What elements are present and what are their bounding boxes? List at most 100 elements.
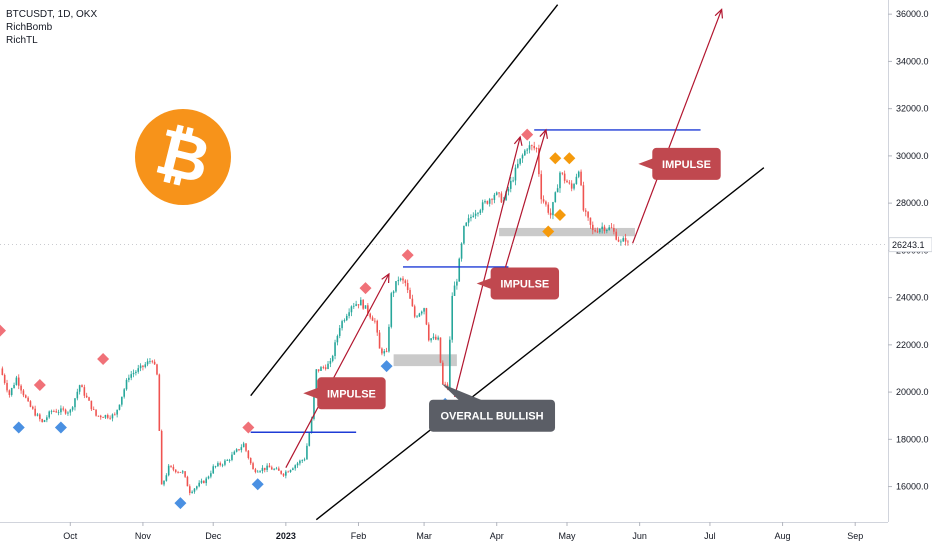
candle-body <box>123 389 125 397</box>
candle-body <box>268 465 271 468</box>
candle-body <box>256 471 259 473</box>
top-signal-marker <box>401 249 414 262</box>
y-tick-label: 36000.0 <box>896 9 929 19</box>
candle-body <box>474 213 477 216</box>
candle-body <box>231 454 233 460</box>
indicator-richbomb-label[interactable]: RichBomb <box>6 22 53 33</box>
candle-body <box>179 472 182 473</box>
candle-body <box>156 364 158 375</box>
candle-body <box>224 460 226 465</box>
candle-body <box>196 486 198 489</box>
candle-body <box>418 313 421 317</box>
candle-body <box>320 367 322 371</box>
x-tick-label: Apr <box>490 531 504 541</box>
impulse-arrow <box>285 273 390 468</box>
candle-body <box>416 316 418 318</box>
candle-body <box>491 199 493 201</box>
candle-body <box>60 408 62 413</box>
candle-body <box>151 361 154 363</box>
impulse-arrow-head <box>513 135 523 146</box>
callout-pointer <box>476 277 493 290</box>
candle-body <box>146 361 149 365</box>
candle-body <box>104 415 107 418</box>
top-signal-marker <box>521 128 534 141</box>
candle-body <box>606 229 608 232</box>
candle-body <box>261 467 264 471</box>
candle-body <box>381 348 383 354</box>
candle-body <box>545 201 547 205</box>
candle-body <box>57 412 60 414</box>
candle-body <box>533 145 536 149</box>
top-signal-marker <box>242 421 255 434</box>
candle-body <box>144 364 147 367</box>
candle-body <box>46 417 48 421</box>
candle-body <box>249 457 252 464</box>
candle-body <box>280 470 282 474</box>
candle-body <box>10 388 13 395</box>
candle-body <box>235 449 238 452</box>
candle-body <box>453 285 456 296</box>
candle-body <box>289 469 292 472</box>
candle-body <box>153 361 156 365</box>
candle-body <box>32 406 34 409</box>
last-price-tag <box>888 237 932 253</box>
candle-body <box>406 283 409 290</box>
candle-body <box>538 148 540 175</box>
candle-body <box>125 379 128 390</box>
candle-body <box>467 218 470 223</box>
candle-body <box>278 468 280 471</box>
candle-body <box>226 460 229 461</box>
x-tick-label: 2023 <box>276 531 296 541</box>
callout-label: IMPULSE <box>500 278 549 290</box>
time-axis[interactable]: Oct Nov Dec 2023 Feb Mar Apr May Jun Jul Aug Sep <box>0 522 888 541</box>
candle-body <box>608 227 610 230</box>
candle-body <box>254 469 257 473</box>
candle-body <box>519 158 521 164</box>
bitcoin-icon: ₿ <box>135 109 231 205</box>
indicator-richtl-label[interactable]: RichTL <box>6 35 38 46</box>
candle-body <box>404 280 407 284</box>
support-zone <box>393 354 457 367</box>
y-tick-label: 28000.0 <box>896 198 929 208</box>
candle-body <box>111 414 114 419</box>
candle-body <box>76 391 79 399</box>
price-axis[interactable]: 16000.018000.020000.022000.024000.026000… <box>0 0 932 522</box>
candle-body <box>97 415 100 417</box>
candle-body <box>360 299 362 306</box>
candle-body <box>517 163 519 168</box>
candle-body <box>423 308 425 312</box>
candle-body <box>495 192 498 195</box>
bottom-signal-marker <box>12 421 25 434</box>
candle-body <box>627 241 629 243</box>
impulse-arrow <box>632 9 723 244</box>
candle-body <box>181 471 184 473</box>
x-tick-label: Nov <box>135 531 152 541</box>
candle-body <box>615 231 618 240</box>
candle-body <box>479 210 482 213</box>
candle-body <box>158 374 161 431</box>
candle-body <box>559 172 561 189</box>
candle-body <box>41 419 43 422</box>
candle-body <box>200 480 203 483</box>
callout-box <box>490 267 560 300</box>
candle-body <box>273 469 275 470</box>
candle-body <box>601 226 603 230</box>
candle-body <box>582 185 585 211</box>
callout-label: OVERALL BULLISH <box>440 411 543 423</box>
orange-signal-marker <box>553 208 566 221</box>
candle-body <box>149 361 151 363</box>
candle-body <box>62 408 65 410</box>
candle-body <box>263 467 266 470</box>
candle-body <box>95 409 97 416</box>
candle-body <box>106 415 109 418</box>
candle-body <box>327 363 329 369</box>
candle-body <box>526 149 528 151</box>
symbol-label[interactable]: BTCUSDT, 1D, OKX <box>6 9 98 20</box>
candle-body <box>259 470 261 472</box>
candle-body <box>444 384 446 386</box>
candle-body <box>266 465 268 470</box>
candle-body <box>128 377 130 380</box>
candle-body <box>343 320 346 322</box>
callout: IMPULSE <box>303 377 386 410</box>
